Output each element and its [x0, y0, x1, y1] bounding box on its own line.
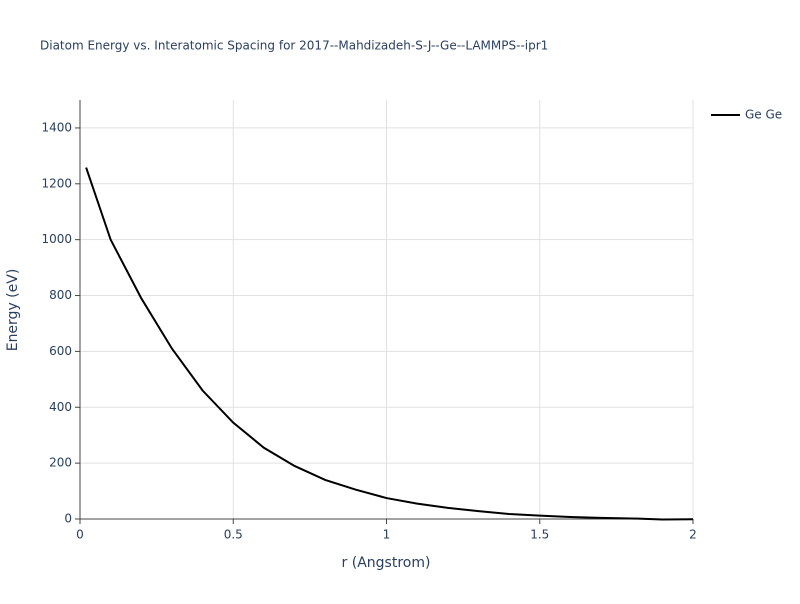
x-tick-label: 0 — [76, 528, 84, 542]
x-tick-label: 0.5 — [224, 528, 243, 542]
y-tick-label: 800 — [49, 288, 72, 302]
x-tick-label: 1.5 — [530, 528, 549, 542]
y-axis-title: Energy (eV) — [5, 269, 21, 352]
legend-label: Ge Ge — [745, 108, 782, 122]
y-tick-label: 600 — [49, 344, 72, 358]
y-tick-label: 1200 — [41, 176, 72, 190]
y-tick-label: 1000 — [41, 232, 72, 246]
y-tick-label: 1400 — [41, 120, 72, 134]
y-tick-label: 0 — [64, 512, 72, 526]
chart-title: Diatom Energy vs. Interatomic Spacing fo… — [40, 39, 548, 53]
line — [85, 167, 694, 521]
x-axis-title: r (Angstrom) — [342, 555, 431, 571]
x-tick-label: 1 — [383, 528, 391, 542]
x-tick-label: 2 — [689, 528, 697, 542]
y-tick-label: 200 — [49, 456, 72, 470]
y-tick-label: 400 — [49, 400, 72, 414]
